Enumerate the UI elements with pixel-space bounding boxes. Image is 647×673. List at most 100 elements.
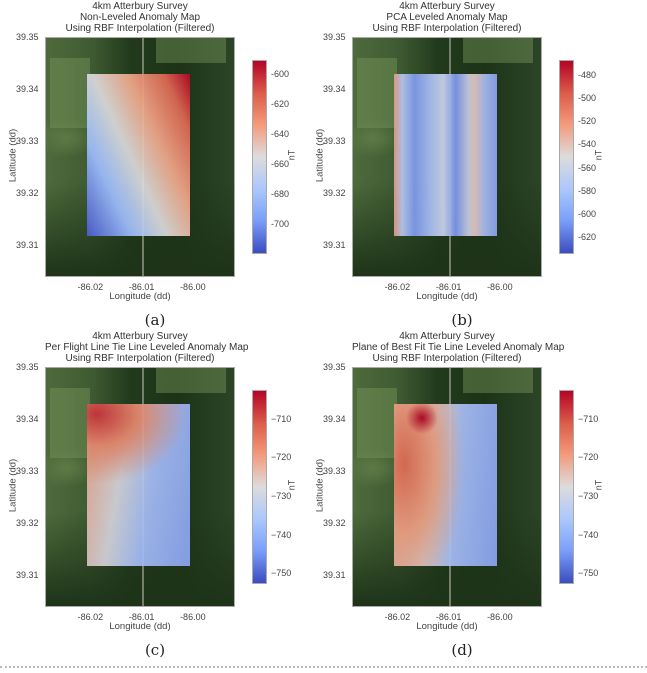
colorbar-tick-label: −710	[578, 413, 599, 424]
x-tick-label: -86.00	[180, 282, 206, 292]
title-line: Using RBF Interpolation (Filtered)	[65, 23, 215, 34]
colorbar-tick-label: -620	[578, 231, 597, 242]
x-tick-label: -86.01	[128, 282, 155, 292]
colorbar-unit-label: nT	[593, 479, 604, 491]
y-tick-label: 39.33	[16, 136, 39, 147]
figure-panel-d: 4km Atterbury Survey Plane of Best Fit Ti…	[307, 330, 627, 660]
x-axis-label: Longitude (dd)	[109, 621, 171, 632]
page-divider	[0, 666, 647, 668]
figure-panel-a: 4km Atterbury Survey Non-Leveled Anomaly …	[0, 0, 320, 330]
map-plot-area	[45, 367, 235, 607]
x-axis-label: Longitude (dd)	[416, 621, 478, 632]
title-line: 4km Atterbury Survey	[92, 331, 188, 342]
figure-panel-c: 4km Atterbury Survey Per Flight Line Tie …	[0, 330, 320, 660]
colorbar-tick-label: -500	[578, 93, 597, 104]
colorbar-tick-label: −740	[578, 529, 599, 540]
anomaly-heatmap	[394, 74, 497, 237]
x-tick-label: -86.00	[180, 612, 206, 622]
x-tick-label: -86.01	[128, 612, 155, 622]
y-tick-label: 39.32	[16, 188, 39, 199]
y-tick-label: 39.31	[323, 240, 346, 251]
map-plot-area	[45, 37, 235, 277]
x-tick-label: -86.02	[384, 282, 411, 292]
colorbar-tick-label: -620	[271, 99, 290, 110]
y-axis-label: Latitude (dd)	[314, 458, 326, 513]
y-tick-label: 39.31	[16, 240, 39, 251]
title-line: PCA Leveled Anomaly Map	[386, 12, 508, 23]
colorbar-tick-label: −720	[271, 452, 292, 463]
y-tick-label: 39.34	[323, 414, 346, 425]
title-line: Using RBF Interpolation (Filtered)	[372, 23, 522, 34]
title-line: Per Flight Line Tie Line Leveled Anomaly…	[45, 342, 249, 353]
y-tick-label: 39.35	[323, 362, 346, 372]
y-tick-label: 39.33	[16, 466, 39, 477]
title-line: Non-Leveled Anomaly Map	[79, 12, 201, 23]
panel-caption: (a)	[144, 311, 166, 329]
colorbar-tick-label: -580	[578, 185, 597, 196]
farm-field	[156, 368, 226, 393]
y-tick-label: 39.35	[16, 32, 39, 42]
figure-panel-b: 4km Atterbury Survey PCA Leveled Anomaly …	[307, 0, 627, 330]
y-tick-label: 39.31	[16, 570, 39, 581]
y-tick-label: 39.33	[323, 466, 346, 477]
title-line: Using RBF Interpolation (Filtered)	[65, 353, 215, 364]
y-tick-label: 39.32	[323, 518, 346, 529]
panel-caption: (c)	[144, 641, 166, 659]
panel-title: 4km Atterbury Survey Non-Leveled Anomaly …	[45, 1, 235, 34]
colorbar-unit-label: nT	[286, 479, 297, 491]
y-tick-label: 39.32	[323, 188, 346, 199]
farm-field	[463, 38, 533, 63]
map-plot-area	[352, 367, 542, 607]
x-tick-label: -86.01	[435, 612, 462, 622]
colorbar	[559, 390, 574, 584]
y-axis-label: Latitude (dd)	[314, 128, 326, 183]
x-tick-label: -86.00	[487, 282, 513, 292]
colorbar-tick-label: −730	[578, 491, 599, 502]
y-tick-label: 39.31	[323, 570, 346, 581]
title-line: Plane of Best Fit Tie Line Leveled Anoma…	[352, 342, 565, 353]
panel-caption: (d)	[451, 641, 473, 659]
anomaly-heatmap	[87, 404, 190, 567]
farm-field	[156, 38, 226, 63]
colorbar-tick-label: −750	[578, 568, 599, 579]
panel-caption: (b)	[451, 311, 473, 329]
farm-field	[50, 388, 90, 458]
colorbar-tick-label: -700	[271, 219, 290, 230]
farm-field	[463, 368, 533, 393]
farm-field	[357, 388, 397, 458]
y-tick-label: 39.35	[16, 362, 39, 372]
title-line: 4km Atterbury Survey	[399, 331, 495, 342]
title-line: 4km Atterbury Survey	[92, 1, 188, 12]
anomaly-heatmap	[87, 74, 190, 237]
title-line: Using RBF Interpolation (Filtered)	[372, 353, 522, 364]
colorbar-tick-label: -480	[578, 70, 597, 81]
y-axis-label: Latitude (dd)	[7, 128, 19, 183]
colorbar	[252, 60, 267, 254]
colorbar-tick-label: -600	[578, 208, 597, 219]
colorbar-tick-label: −740	[271, 529, 292, 540]
colorbar-tick-label: −710	[271, 413, 292, 424]
y-tick-label: 39.35	[323, 32, 346, 42]
colorbar-tick-label: -600	[271, 68, 290, 79]
farm-field	[50, 58, 90, 128]
colorbar	[252, 390, 267, 584]
colorbar-tick-label: -660	[271, 159, 290, 170]
x-axis-label: Longitude (dd)	[109, 291, 171, 302]
x-tick-label: -86.02	[77, 282, 104, 292]
y-axis-label: Latitude (dd)	[7, 458, 19, 513]
y-tick-label: 39.34	[16, 84, 39, 95]
farm-field	[357, 58, 397, 128]
y-tick-label: 39.33	[323, 136, 346, 147]
title-line: 4km Atterbury Survey	[399, 1, 495, 12]
colorbar-tick-label: -680	[271, 189, 290, 200]
anomaly-heatmap	[394, 404, 497, 567]
y-tick-label: 39.34	[323, 84, 346, 95]
x-axis-label: Longitude (dd)	[416, 291, 478, 302]
x-tick-label: -86.02	[384, 612, 411, 622]
panel-title: 4km Atterbury Survey Per Flight Line Tie …	[45, 331, 249, 364]
colorbar-tick-label: -540	[578, 139, 597, 150]
colorbar-tick-label: −730	[271, 491, 292, 502]
y-tick-label: 39.32	[16, 518, 39, 529]
x-tick-label: -86.02	[77, 612, 104, 622]
